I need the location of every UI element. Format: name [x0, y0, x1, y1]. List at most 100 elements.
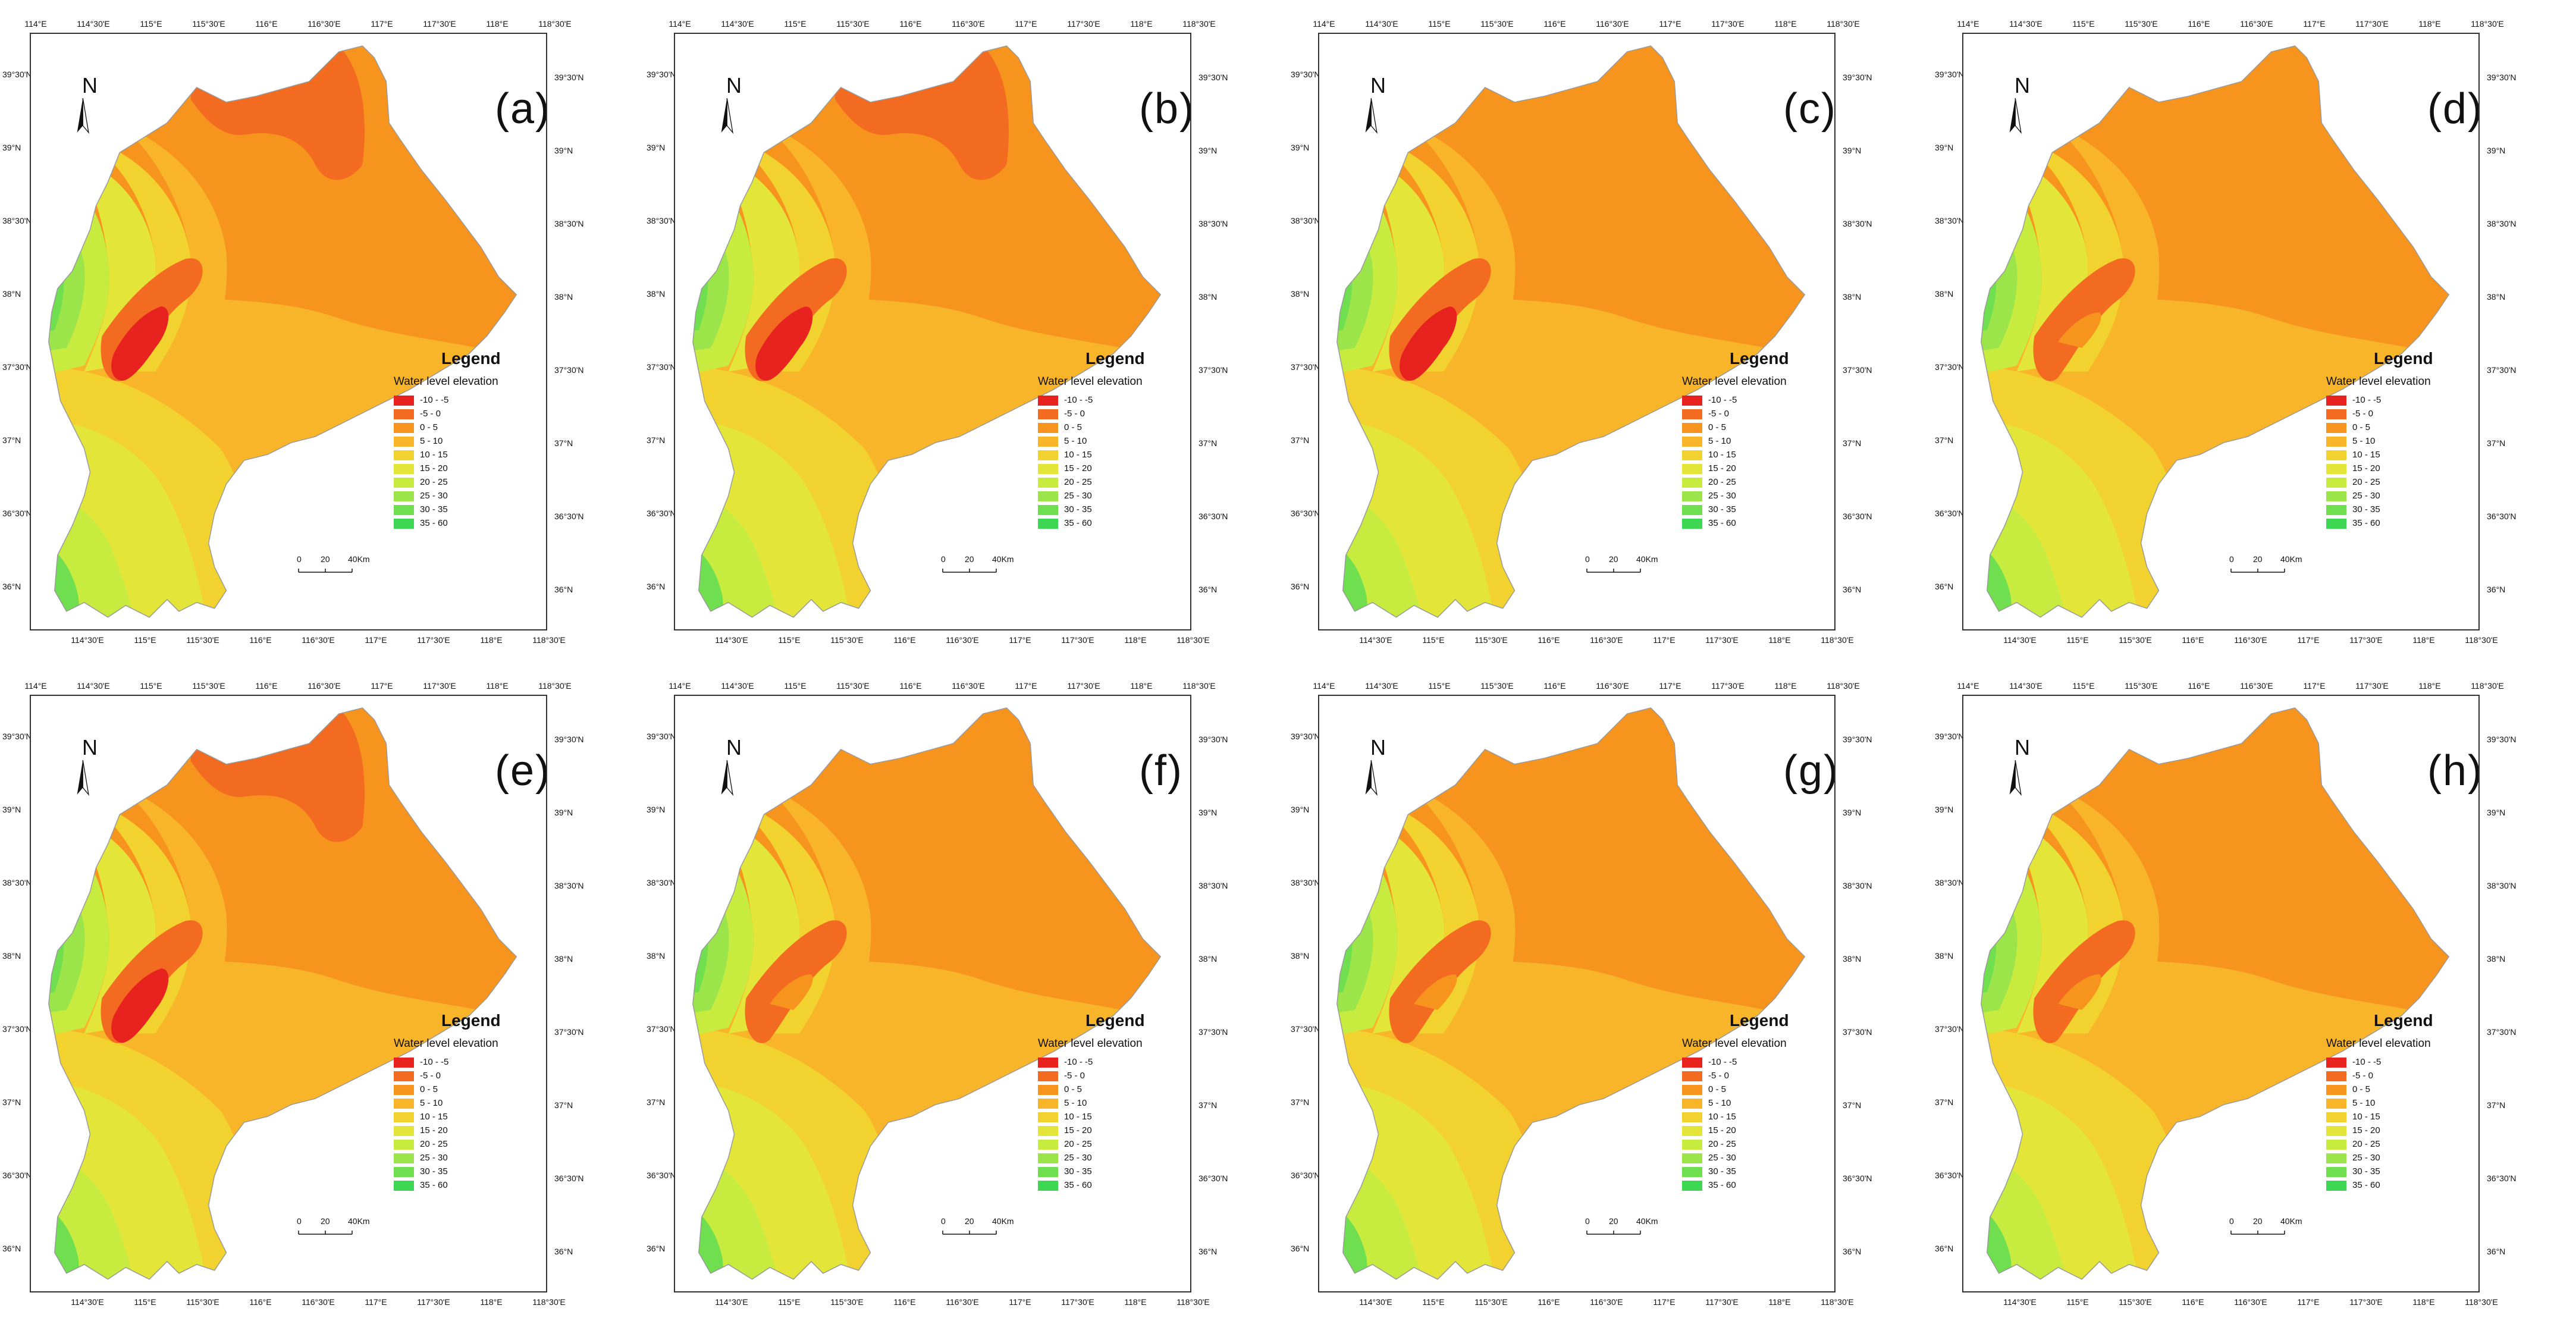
- lat-tick-right: 39°30'N: [1198, 735, 1228, 744]
- lat-tick-right: 39°N: [1198, 146, 1218, 155]
- lon-tick-bottom: 117°30'E: [417, 635, 450, 645]
- scale-label-0: 0: [297, 1216, 302, 1226]
- scale-label-40: 40Km: [348, 1216, 370, 1226]
- lon-tick-bottom: 116°30'E: [302, 1297, 335, 1307]
- lon-tick-bottom: 118°E: [1124, 1297, 1147, 1307]
- lon-tick-bottom: 117°E: [1653, 1297, 1676, 1307]
- lat-tick-left: 37°N: [2, 435, 21, 445]
- legend-swatch: [394, 1140, 414, 1150]
- legend-title: Legend: [2374, 1011, 2433, 1030]
- lat-tick-right: 39°30'N: [554, 735, 584, 744]
- lon-tick-top: 118°E: [1130, 681, 1153, 691]
- legend-swatch: [2326, 1112, 2346, 1122]
- legend-label: 5 - 10: [1708, 1098, 1731, 1108]
- legend-swatch: [1038, 1167, 1058, 1177]
- legend-swatch: [1682, 464, 1702, 474]
- legend-title: Legend: [1085, 1011, 1145, 1030]
- legend-swatch: [1038, 478, 1058, 488]
- legend-swatch: [1682, 519, 1702, 529]
- legend-label: 15 - 20: [420, 463, 448, 473]
- lon-tick-top: 115°30'E: [1480, 681, 1514, 691]
- lat-tick-left: 39°30'N: [647, 70, 676, 79]
- north-arrow-icon: [1365, 760, 1378, 796]
- lon-tick-bottom: 115°E: [134, 1297, 156, 1307]
- legend-label: -10 - -5: [420, 395, 449, 405]
- lat-tick-left: 38°N: [2, 289, 21, 299]
- legend-label: 5 - 10: [1708, 436, 1731, 446]
- lon-tick-top: 115°30'E: [836, 19, 870, 29]
- lon-tick-top: 118°30'E: [2471, 19, 2504, 29]
- scale-bar: 0 20 40Km: [2228, 554, 2335, 578]
- lon-tick-top: 115°E: [1428, 19, 1451, 29]
- lon-tick-top: 115°30'E: [192, 19, 225, 29]
- lon-tick-top: 116°30'E: [952, 19, 985, 29]
- legend-subtitle: Water level elevation: [1038, 1037, 1143, 1050]
- legend-label: 25 - 30: [420, 1153, 448, 1163]
- lat-tick-left: 39°30'N: [1935, 732, 1965, 741]
- lat-tick-left: 38°30'N: [2, 878, 32, 887]
- lon-tick-top: 116°30'E: [1596, 19, 1629, 29]
- legend-swatch: [1038, 1126, 1058, 1136]
- lon-tick-top: 116°E: [899, 19, 922, 29]
- lat-tick-right: 38°30'N: [2487, 881, 2517, 890]
- lon-tick-bottom: 117°E: [365, 1297, 387, 1307]
- panel-label: (f): [1139, 747, 1183, 795]
- legend-label: 5 - 10: [2352, 436, 2376, 446]
- panel-label: (c): [1783, 85, 1835, 133]
- north-label: N: [726, 735, 742, 760]
- lat-tick-left: 38°30'N: [647, 878, 676, 887]
- lon-tick-top: 117°30'E: [1067, 681, 1100, 691]
- legend-swatch: [1682, 423, 1702, 433]
- lon-tick-bottom: 117°E: [2297, 1297, 2320, 1307]
- legend-label: 30 - 35: [2352, 504, 2380, 514]
- lon-tick-bottom: 116°E: [2182, 1297, 2204, 1307]
- lat-tick-right: 38°N: [1198, 292, 1218, 302]
- lon-tick-top: 115°E: [2072, 681, 2095, 691]
- lon-tick-bottom: 117°E: [365, 635, 387, 645]
- legend-swatch: [2326, 409, 2346, 419]
- legend-swatch: [394, 519, 414, 529]
- lon-tick-top: 117°E: [371, 681, 393, 691]
- lon-tick-bottom: 115°30'E: [186, 1297, 219, 1307]
- legend-label: 35 - 60: [2352, 1180, 2380, 1190]
- legend-title: Legend: [1730, 349, 1789, 368]
- map-panel: 114°E 114°30'E 115°E 115°30'E 116°E 116°30'E 1…: [1932, 0, 2576, 662]
- lon-tick-top: 114°E: [1313, 19, 1335, 29]
- lat-tick-right: 36°N: [1198, 1247, 1218, 1256]
- lon-tick-top: 116°E: [255, 681, 278, 691]
- lon-tick-top: 115°E: [784, 19, 807, 29]
- lat-tick-left: 37°30'N: [1935, 1024, 1965, 1034]
- lat-tick-left: 37°N: [647, 435, 666, 445]
- lon-tick-top: 117°E: [1659, 19, 1681, 29]
- lat-tick-left: 36°30'N: [1935, 509, 1965, 518]
- lat-tick-right: 38°30'N: [1843, 881, 1872, 890]
- lon-tick-top: 116°30'E: [2240, 681, 2273, 691]
- legend-swatch: [2326, 519, 2346, 529]
- lon-tick-bottom: 115°30'E: [2119, 635, 2152, 645]
- lat-tick-left: 36°N: [2, 1244, 21, 1253]
- lon-tick-bottom: 115°30'E: [186, 635, 219, 645]
- lat-tick-right: 37°N: [1843, 438, 1862, 448]
- legend-label: 25 - 30: [1708, 491, 1736, 501]
- lon-tick-bottom: 116°E: [893, 635, 916, 645]
- lon-tick-bottom: 114°30'E: [71, 1297, 104, 1307]
- lon-tick-top: 118°E: [486, 681, 509, 691]
- lon-tick-top: 116°30'E: [1596, 681, 1629, 691]
- lat-tick-right: 36°30'N: [1843, 512, 1872, 521]
- lat-tick-right: 37°N: [2487, 438, 2506, 448]
- lon-tick-bottom: 114°30'E: [2003, 635, 2037, 645]
- legend-swatch: [1038, 1153, 1058, 1163]
- lat-tick-left: 37°N: [1291, 1097, 1310, 1107]
- legend-swatch: [394, 1058, 414, 1068]
- legend-label: 10 - 15: [1708, 450, 1736, 460]
- north-arrow-icon: [1365, 98, 1378, 134]
- scale-label-20: 20: [1609, 554, 1618, 564]
- lon-tick-top: 118°30'E: [538, 19, 572, 29]
- scale-label-20: 20: [321, 1216, 330, 1226]
- legend-label: -10 - -5: [1708, 395, 1737, 405]
- legend-label: 5 - 10: [420, 436, 443, 446]
- lon-tick-top: 115°30'E: [192, 681, 225, 691]
- legend-swatch: [1038, 1181, 1058, 1191]
- legend-swatch: [394, 464, 414, 474]
- legend-subtitle: Water level elevation: [2326, 375, 2431, 388]
